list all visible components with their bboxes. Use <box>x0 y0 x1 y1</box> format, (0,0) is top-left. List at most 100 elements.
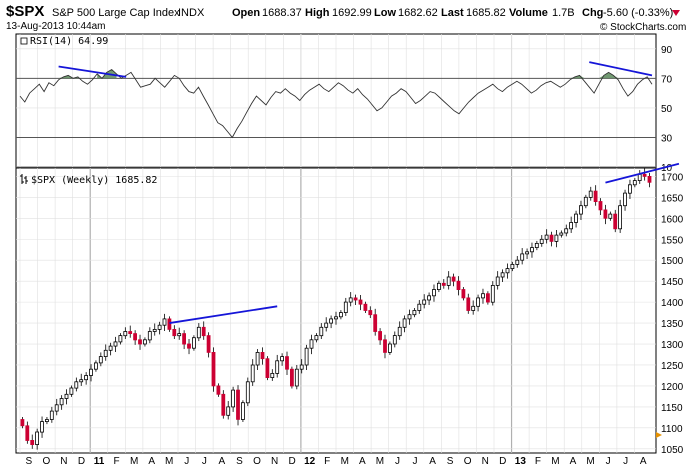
candle-body <box>275 360 280 374</box>
candle-body <box>549 234 554 242</box>
candle <box>260 347 265 365</box>
candle <box>647 173 652 188</box>
candle-body <box>559 232 564 236</box>
candle <box>446 271 451 290</box>
down-arrow-icon <box>672 10 680 16</box>
candle <box>240 400 245 422</box>
candle <box>157 321 162 335</box>
x-tick-label: F <box>324 456 330 467</box>
x-tick-label: D <box>78 456 85 467</box>
candle-body <box>623 192 627 207</box>
price-tick-label: 1350 <box>661 319 684 330</box>
exchange-label: INDX <box>178 7 205 19</box>
candle <box>211 347 216 392</box>
candle-body <box>314 335 319 341</box>
candle <box>113 336 118 352</box>
symbol-title: $SPX <box>6 3 44 20</box>
chg-label: Chg <box>582 7 603 19</box>
candle-body <box>226 406 231 416</box>
candle-body <box>358 299 363 305</box>
candle-body <box>476 297 481 307</box>
candle <box>309 334 314 355</box>
candle-body <box>98 356 103 364</box>
candle <box>456 276 461 296</box>
candle <box>471 300 476 315</box>
candle-body <box>353 297 358 301</box>
candle <box>353 294 358 306</box>
candle-body <box>177 333 182 337</box>
candle <box>461 287 466 301</box>
price-trendlines <box>169 162 680 324</box>
candle-body <box>456 280 461 291</box>
x-tick-label: 11 <box>94 456 105 467</box>
candle <box>623 189 627 211</box>
candle <box>564 224 569 237</box>
candle-body <box>250 364 255 383</box>
candle-body <box>520 253 525 261</box>
x-tick-label: A <box>359 456 366 467</box>
candle <box>613 209 618 233</box>
price-tick-label: 1300 <box>661 340 684 351</box>
candle-body <box>118 335 123 343</box>
x-tick-label: N <box>60 456 67 467</box>
index-name: S&P 500 Large Cap Index <box>52 7 180 19</box>
x-tick-label: A <box>640 456 647 467</box>
x-tick-label: J <box>395 456 400 467</box>
candle <box>392 331 397 348</box>
candle-body <box>378 331 383 341</box>
candle-body <box>402 318 407 328</box>
candle <box>108 342 113 356</box>
candle <box>539 235 544 247</box>
price-tick-label: 1100 <box>661 424 683 435</box>
x-tick-label: S <box>447 456 454 467</box>
x-tick-label: N <box>482 456 489 467</box>
rsi-label: RSI(14) 64.99 <box>30 36 108 47</box>
candle-body <box>348 297 353 303</box>
candle-body <box>206 335 211 353</box>
rsi-tick-label: 10 <box>661 163 673 174</box>
rsi-tick-label: 70 <box>661 74 673 85</box>
candle <box>358 294 363 311</box>
candle-body <box>343 301 348 314</box>
candle <box>280 353 285 366</box>
candle-body <box>152 328 157 332</box>
candle <box>265 356 270 381</box>
candle-body <box>147 331 152 341</box>
candle <box>334 311 338 325</box>
candle <box>530 242 534 258</box>
x-tick-label: S <box>25 456 32 467</box>
candle-body <box>123 331 128 337</box>
candle-body <box>574 213 578 223</box>
price-tick-label: 1400 <box>661 298 684 309</box>
candle <box>441 279 446 289</box>
candle-body <box>451 276 456 282</box>
candle-body <box>417 303 422 311</box>
candle-body <box>45 419 49 422</box>
candle-body <box>387 343 392 353</box>
x-tick-label: 12 <box>304 456 316 467</box>
x-tick-label: D <box>288 456 295 467</box>
candle <box>118 333 123 345</box>
candle <box>182 330 187 350</box>
candle-body <box>407 314 412 320</box>
candle <box>196 323 201 342</box>
x-tick-label: M <box>551 456 559 467</box>
candle-body <box>500 272 505 278</box>
volume-label: Volume <box>509 7 548 19</box>
candle <box>187 339 191 355</box>
candle-body <box>64 393 69 399</box>
candle-body <box>221 393 226 416</box>
price-tick-label: 1500 <box>661 256 684 267</box>
candle-body <box>539 238 544 244</box>
candle-body <box>172 328 177 337</box>
candle-body <box>432 289 436 297</box>
candle <box>89 364 93 382</box>
x-axis: S O N D 11 F M A M J J A S O N D 12 F M A M J J A S O N D 13 F M A M J J A <box>25 456 646 467</box>
x-tick-label: J <box>413 456 418 467</box>
candle-body <box>412 310 417 316</box>
candle <box>383 334 387 359</box>
rsi-tick-label: 90 <box>661 45 673 56</box>
price-label: $SPX (Weekly) 1685.82 <box>31 175 157 186</box>
candle <box>103 344 108 361</box>
